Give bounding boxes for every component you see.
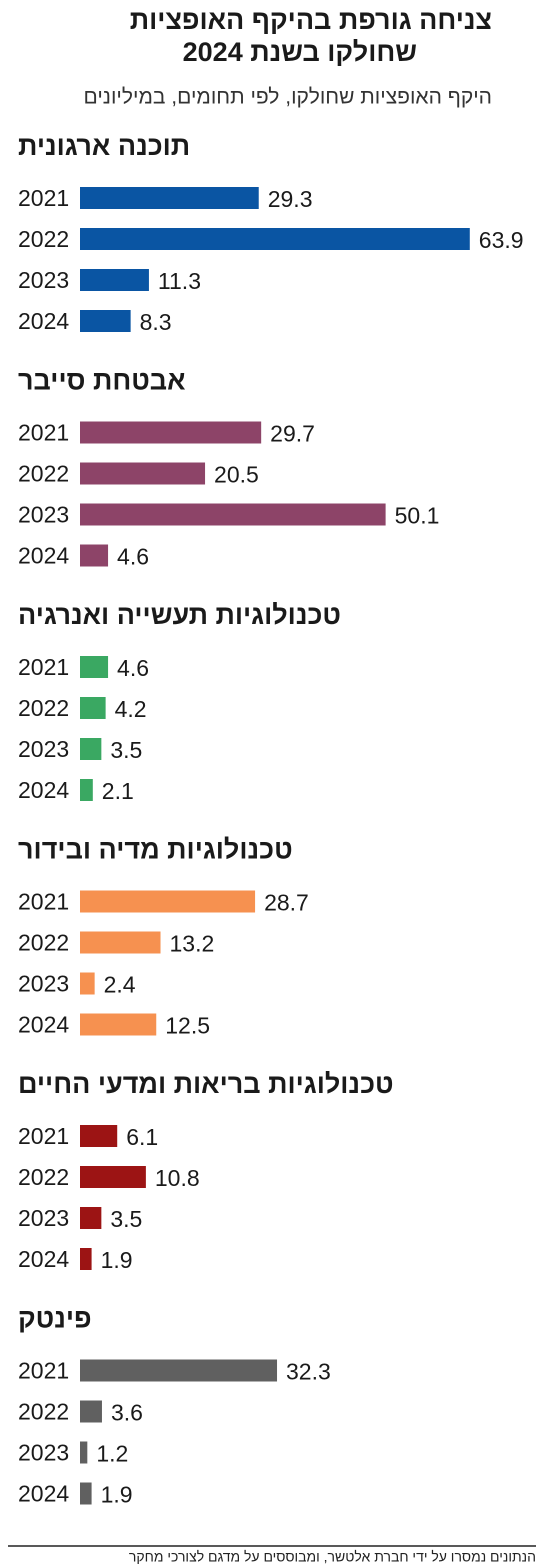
title-line: צניחה גורפת בהיקף האופציות: [130, 5, 492, 35]
value-label: 1.9: [101, 1482, 133, 1508]
year-label: 2021: [18, 1358, 69, 1384]
title-line: שחולקו בשנת 2024: [183, 37, 417, 67]
bar: [80, 1441, 88, 1464]
bar: [80, 1013, 157, 1036]
value-label: 29.7: [270, 421, 315, 447]
year-label: 2024: [18, 777, 69, 803]
value-label: 29.3: [268, 186, 313, 212]
section-title: טכנולוגיות מדיה ובידור: [18, 835, 293, 865]
bar: [80, 1125, 118, 1147]
value-label: 3.6: [111, 1400, 143, 1426]
year-label: 2023: [18, 1440, 69, 1466]
year-label: 2021: [18, 185, 69, 211]
value-label: 50.1: [395, 503, 440, 529]
bar: [80, 503, 386, 526]
bar: [80, 890, 256, 913]
year-label: 2022: [18, 461, 69, 487]
value-label: 4.2: [115, 696, 147, 722]
bar: [80, 462, 206, 485]
section-title: אבטחת סייבר: [18, 366, 186, 396]
bar: [80, 931, 161, 954]
section-title: תוכנה ארגונית: [18, 131, 190, 161]
year-label: 2024: [18, 1012, 69, 1038]
bar: [80, 1359, 278, 1382]
value-label: 4.6: [117, 544, 149, 570]
section-title: טכנולוגיות בריאות ומדעי החיים: [18, 1069, 394, 1099]
value-label: 1.9: [101, 1247, 133, 1273]
value-label: 3.5: [110, 737, 142, 763]
subtitle: היקף האופציות שחולקו, לפי תחומים, במיליו…: [84, 86, 492, 109]
year-label: 2024: [18, 543, 69, 569]
year-label: 2022: [18, 1399, 69, 1425]
year-label: 2022: [18, 695, 69, 721]
value-label: 20.5: [214, 462, 259, 488]
year-label: 2022: [18, 1164, 69, 1190]
year-label: 2021: [18, 420, 69, 446]
year-label: 2024: [18, 1481, 69, 1507]
value-label: 3.5: [110, 1206, 142, 1232]
value-label: 10.8: [155, 1165, 200, 1191]
bar: [80, 544, 109, 567]
value-label: 1.2: [96, 1441, 128, 1467]
bar: [80, 1207, 102, 1229]
bar: [80, 1248, 92, 1270]
bar: [80, 1482, 92, 1505]
year-label: 2023: [18, 971, 69, 997]
value-label: 12.5: [165, 1013, 210, 1039]
section-title: פינטק: [18, 1304, 92, 1334]
bar: [80, 1400, 102, 1423]
bar: [80, 738, 102, 760]
year-label: 2024: [18, 308, 69, 334]
year-label: 2021: [18, 889, 69, 915]
bar: [80, 269, 149, 291]
value-label: 8.3: [140, 309, 172, 335]
year-label: 2022: [18, 226, 69, 252]
bar: [80, 310, 131, 332]
section-title: טכנולוגיות תעשייה ואנרגיה: [18, 600, 341, 630]
bar: [80, 697, 106, 719]
year-label: 2022: [18, 930, 69, 956]
value-label: 13.2: [170, 931, 215, 957]
value-label: 2.1: [102, 778, 134, 804]
bar: [80, 656, 109, 678]
year-label: 2023: [18, 267, 69, 293]
bar: [80, 972, 95, 995]
footer-note: הנתונים נמסרו על ידי חברת אלטשר, ומבוססי…: [129, 1549, 536, 1565]
value-label: 28.7: [264, 890, 309, 916]
year-label: 2021: [18, 654, 69, 680]
bar: [80, 187, 259, 209]
year-label: 2021: [18, 1123, 69, 1149]
bar: [80, 228, 470, 250]
value-label: 6.1: [126, 1124, 158, 1150]
year-label: 2023: [18, 736, 69, 762]
year-label: 2024: [18, 1246, 69, 1272]
bar: [80, 1166, 146, 1188]
bar: [80, 421, 262, 444]
value-label: 4.6: [117, 655, 149, 681]
year-label: 2023: [18, 1205, 69, 1231]
year-label: 2023: [18, 502, 69, 528]
bar: [80, 779, 93, 801]
value-label: 2.4: [104, 972, 136, 998]
value-label: 11.3: [158, 268, 201, 294]
value-label: 63.9: [479, 227, 524, 253]
value-label: 32.3: [286, 1359, 331, 1385]
